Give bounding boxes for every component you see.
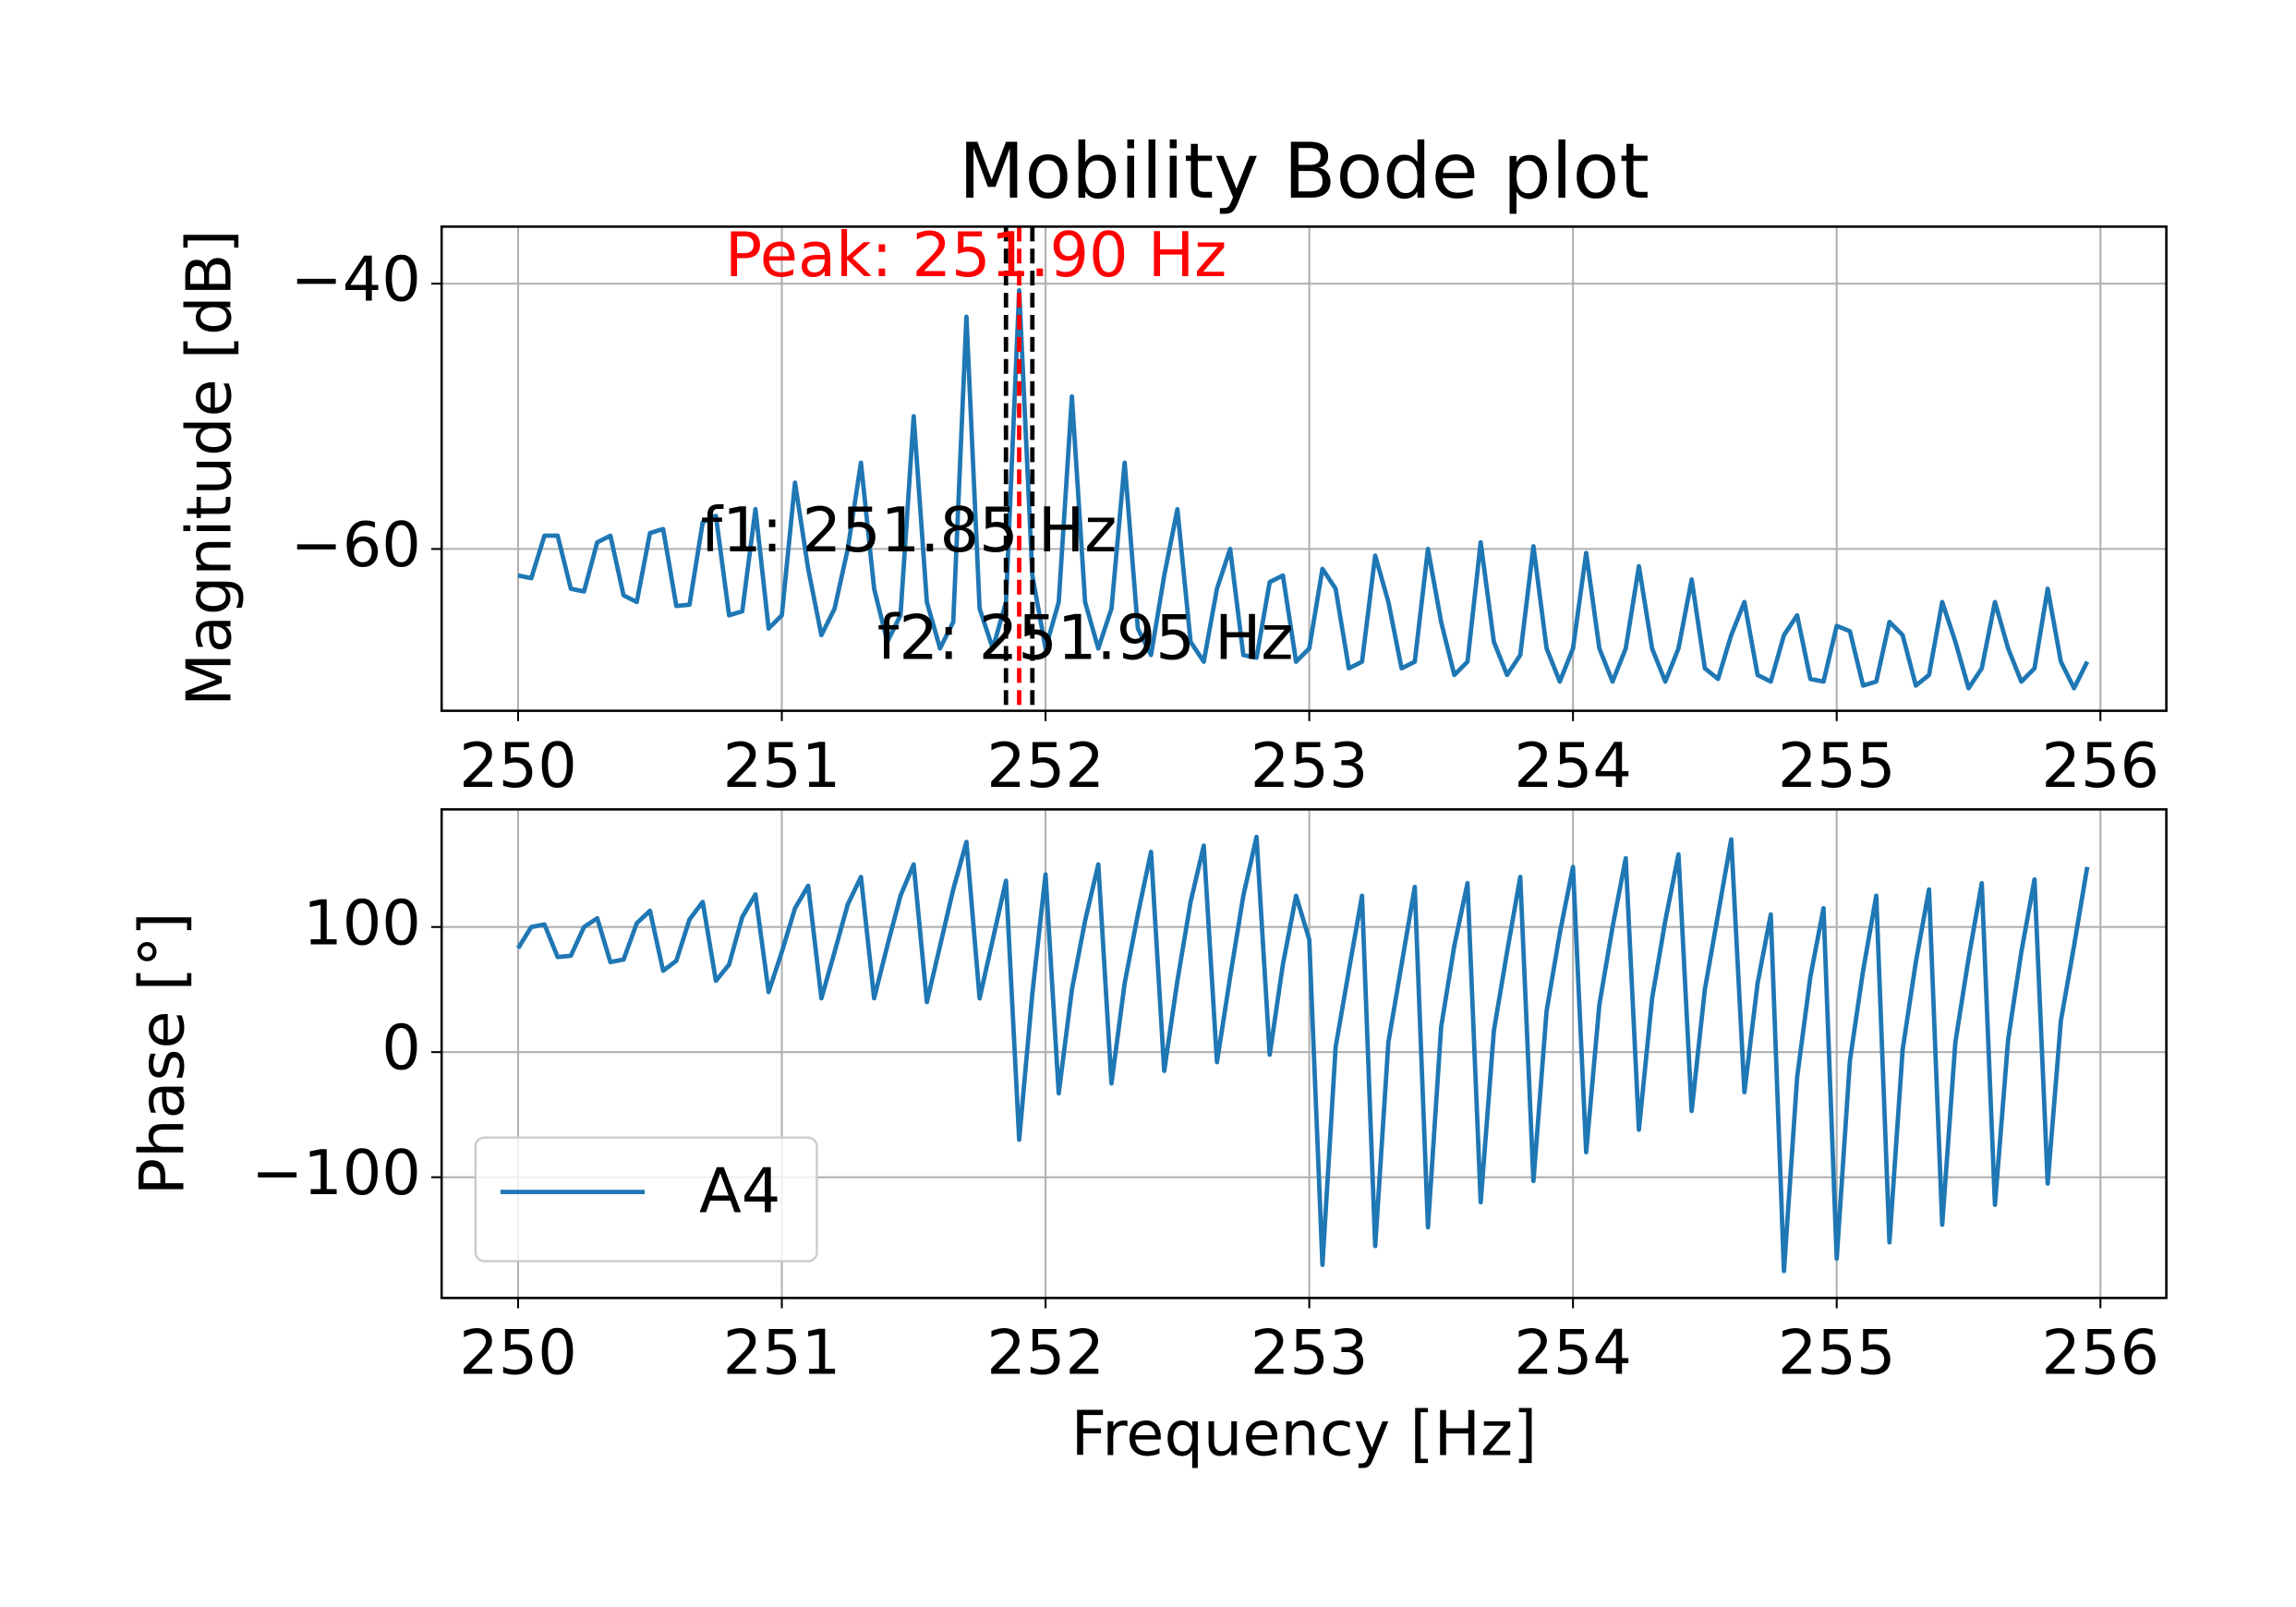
annotation: Peak: 251.90 Hz	[725, 219, 1227, 291]
x-tick-label: 254	[1514, 1317, 1632, 1389]
legend-label: A4	[699, 1154, 780, 1226]
annotation: f1: 251.85 Hz	[701, 494, 1118, 566]
axes-frame	[440, 225, 2168, 712]
x-tick-label: 251	[723, 1317, 841, 1389]
x-tick-label: 256	[2041, 730, 2159, 802]
y-tick-label: −60	[291, 509, 421, 581]
x-tick-label: 253	[1251, 1317, 1369, 1389]
y-tick-label: −100	[251, 1137, 421, 1209]
chart-title: Mobility Bode plot	[959, 127, 1649, 216]
x-tick-label: 255	[1778, 1317, 1896, 1389]
x-tick-label: 254	[1514, 730, 1632, 802]
x-tick-label: 255	[1778, 730, 1896, 802]
x-tick-label: 253	[1251, 730, 1369, 802]
data-line	[515, 834, 2090, 1274]
y-tick-label: 100	[303, 887, 421, 959]
data-line	[517, 287, 2090, 691]
axes-frame	[440, 808, 2168, 1299]
y-tick-label: 0	[381, 1012, 421, 1084]
x-tick-label: 250	[459, 1317, 577, 1389]
x-tick-label: 251	[723, 730, 841, 802]
x-axis-label: Frequency [Hz]	[1071, 1397, 1538, 1469]
x-tick-label: 252	[986, 1317, 1105, 1389]
x-tick-label: 256	[2041, 1317, 2159, 1389]
legend-box	[474, 1136, 818, 1263]
y-axis-label: Phase [°]	[127, 912, 199, 1196]
y-tick-label: −40	[291, 244, 421, 316]
y-axis-label: Magnitude [dB]	[174, 230, 246, 707]
annotation: f2: 251.95 Hz	[877, 601, 1294, 673]
x-tick-label: 252	[986, 730, 1105, 802]
x-tick-label: 250	[459, 730, 577, 802]
